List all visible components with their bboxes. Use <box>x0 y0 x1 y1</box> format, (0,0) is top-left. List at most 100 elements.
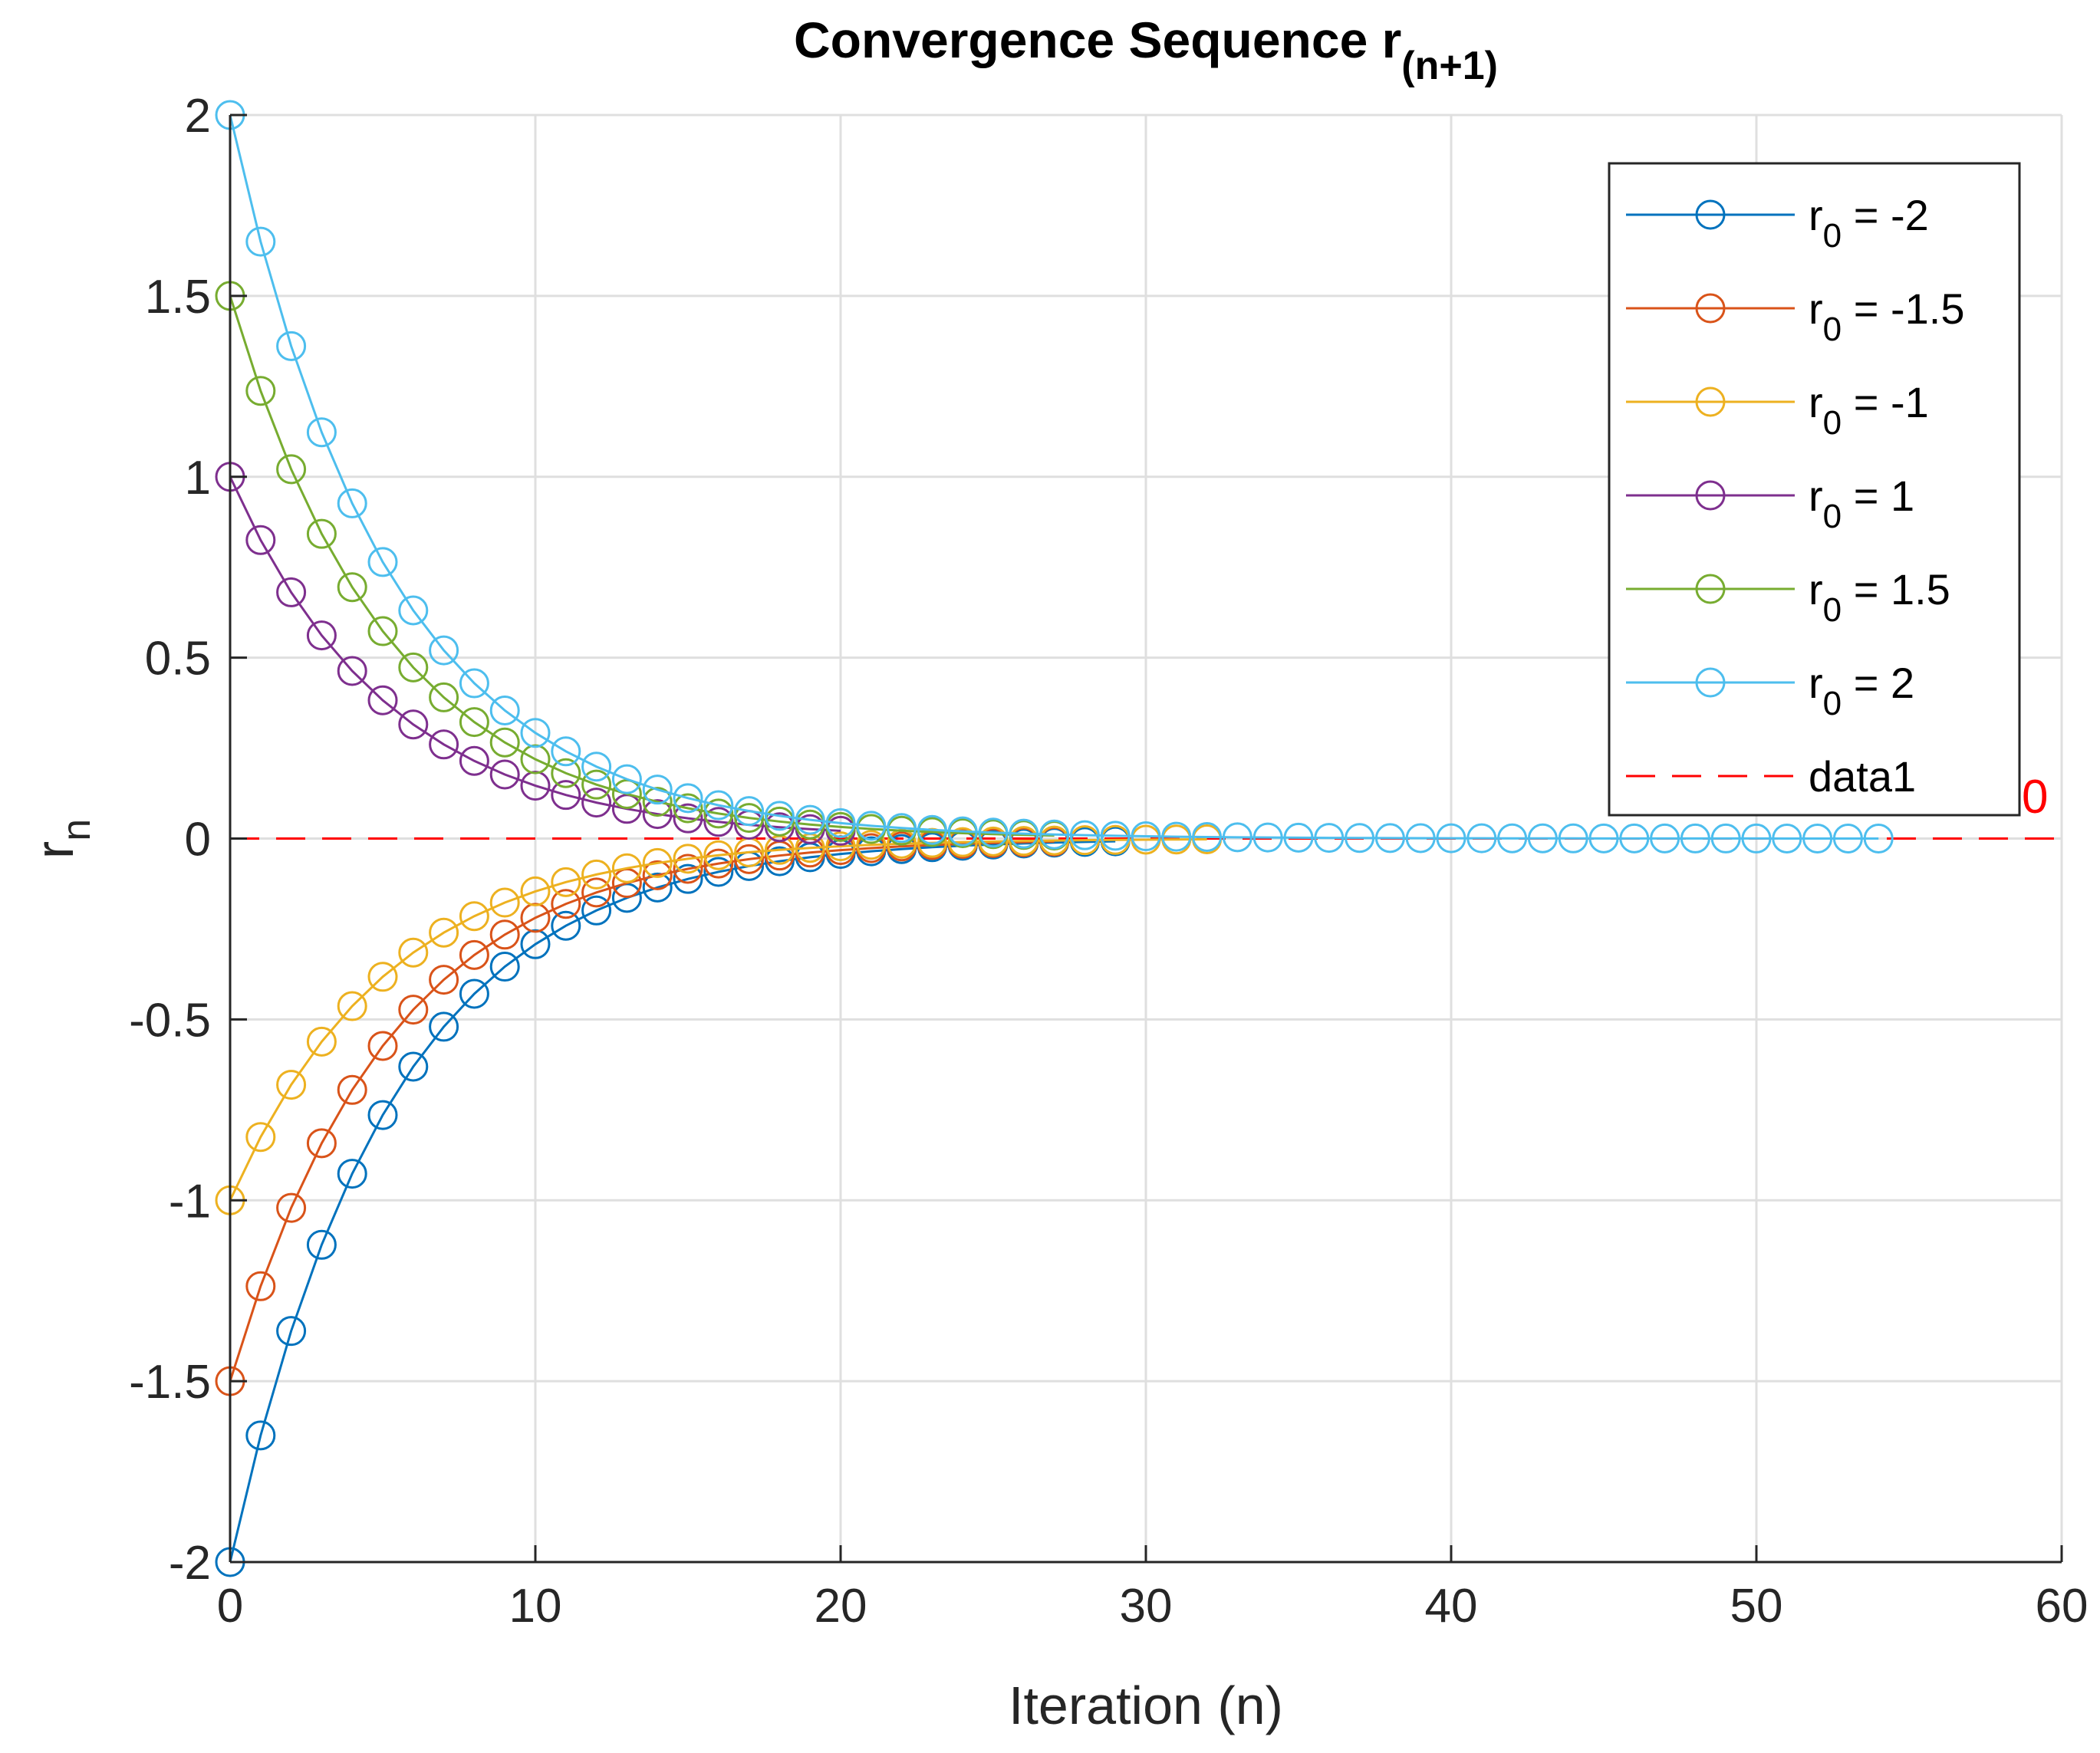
series-marker <box>245 1420 276 1451</box>
legend-label-prefix: r <box>1809 191 1823 239</box>
x-tick-label: 60 <box>2036 1580 2088 1633</box>
series-marker <box>703 790 734 821</box>
legend-label-suffix: = -2 <box>1842 191 1929 239</box>
series-marker <box>306 518 337 549</box>
series-marker <box>306 1128 337 1159</box>
legend-label-subscript: 0 <box>1823 498 1842 535</box>
series-marker <box>1009 826 1039 857</box>
series-marker <box>398 595 429 626</box>
series-marker <box>581 859 612 890</box>
x-tick-label: 20 <box>815 1580 867 1633</box>
y-tick-label: -2 <box>169 1537 211 1590</box>
series-marker <box>398 937 429 968</box>
legend-label-prefix: r <box>1809 472 1823 520</box>
series-marker <box>978 826 1009 857</box>
series-marker <box>489 727 520 758</box>
series-marker <box>1619 823 1650 853</box>
series-marker <box>1710 823 1741 853</box>
series-marker <box>429 965 459 995</box>
series-marker <box>276 577 307 607</box>
series-marker <box>1009 818 1039 849</box>
series-marker <box>1374 823 1405 853</box>
y-tick-label: 0.5 <box>145 633 211 686</box>
series-marker <box>947 816 978 847</box>
series-marker <box>1466 823 1497 853</box>
series-marker <box>276 1192 307 1223</box>
legend-label-prefix: r <box>1809 378 1823 426</box>
series-marker <box>1069 820 1100 850</box>
series-marker <box>398 1051 429 1082</box>
series-marker <box>306 417 337 448</box>
series-marker <box>429 729 459 760</box>
legend-label-prefix: r <box>1809 565 1823 613</box>
series-marker <box>764 801 795 831</box>
series-marker <box>795 804 825 835</box>
legend-label-suffix: = 1 <box>1842 472 1914 520</box>
legend-entries: r0 = -2r0 = -1.5r0 = -1r0 = 1r0 = 1.5r0 … <box>1626 191 1964 801</box>
series-marker <box>642 799 673 830</box>
series-marker <box>673 783 703 814</box>
series-marker <box>1283 822 1314 853</box>
series-marker <box>673 863 703 894</box>
series-marker <box>459 707 489 738</box>
series-marker <box>276 454 307 485</box>
series-marker <box>1527 823 1558 853</box>
series-marker <box>306 620 337 651</box>
series-marker <box>1832 823 1863 853</box>
tick-label-layer: 0 10 20 30 40 50 60 -2 -1.5 -1 -0.5 0 0.5 1 1.5 2 <box>129 90 2088 1633</box>
chart-title-main: Convergence Sequence r <box>794 12 1401 68</box>
series-marker <box>1772 823 1802 853</box>
series-marker <box>276 1316 307 1347</box>
y-tick-label: -1 <box>169 1175 211 1228</box>
series-marker <box>856 811 887 841</box>
legend-label-subscript: 0 <box>1823 591 1842 629</box>
series-marker <box>551 867 581 897</box>
legend-label-subscript: 0 <box>1823 311 1842 348</box>
series-marker <box>1558 823 1588 853</box>
series-marker <box>611 853 642 883</box>
series-marker <box>1222 822 1252 853</box>
series-marker <box>520 771 551 801</box>
series-marker <box>337 488 367 518</box>
series-marker <box>429 682 459 712</box>
series-marker <box>856 830 887 860</box>
series-marker <box>337 1074 367 1105</box>
x-tick-label: 10 <box>509 1580 562 1633</box>
legend-label: r0 = -1 <box>1809 378 1929 442</box>
series-5 <box>215 100 1894 853</box>
series-marker <box>337 1159 367 1189</box>
legend-label: r0 = 1.5 <box>1809 565 1950 629</box>
x-tick-label: 50 <box>1730 1580 1783 1633</box>
legend-marker <box>1695 480 1726 511</box>
chart-title-subscript: (n+1) <box>1401 44 1498 88</box>
series-marker <box>703 807 734 837</box>
series-marker <box>520 744 551 775</box>
series-line <box>229 114 1879 840</box>
series-marker <box>917 814 947 845</box>
series-marker <box>947 827 978 857</box>
series-marker <box>489 919 520 950</box>
series-marker <box>337 572 367 603</box>
series-marker <box>489 887 520 918</box>
x-axis-label: Iteration (n) <box>1009 1676 1283 1735</box>
series-line <box>229 840 1055 1382</box>
y-tick-label: 2 <box>185 90 211 143</box>
y-axis-label: rn <box>25 819 99 859</box>
series-marker <box>1345 823 1375 853</box>
legend-label: r0 = 2 <box>1809 659 1914 722</box>
series-marker <box>1252 822 1283 853</box>
series-marker <box>1100 821 1131 851</box>
series-marker <box>1741 823 1772 853</box>
series-marker <box>367 1031 398 1061</box>
series-marker <box>551 910 581 941</box>
series-line <box>229 295 1055 837</box>
series-marker <box>276 331 307 361</box>
series-marker <box>367 1100 398 1130</box>
legend-entry: r0 = 1 <box>1626 472 1914 535</box>
series-marker <box>673 853 703 884</box>
series-marker <box>887 813 917 844</box>
y-tick-label: -0.5 <box>129 994 211 1047</box>
series-marker <box>245 226 276 257</box>
series-marker <box>520 876 551 906</box>
